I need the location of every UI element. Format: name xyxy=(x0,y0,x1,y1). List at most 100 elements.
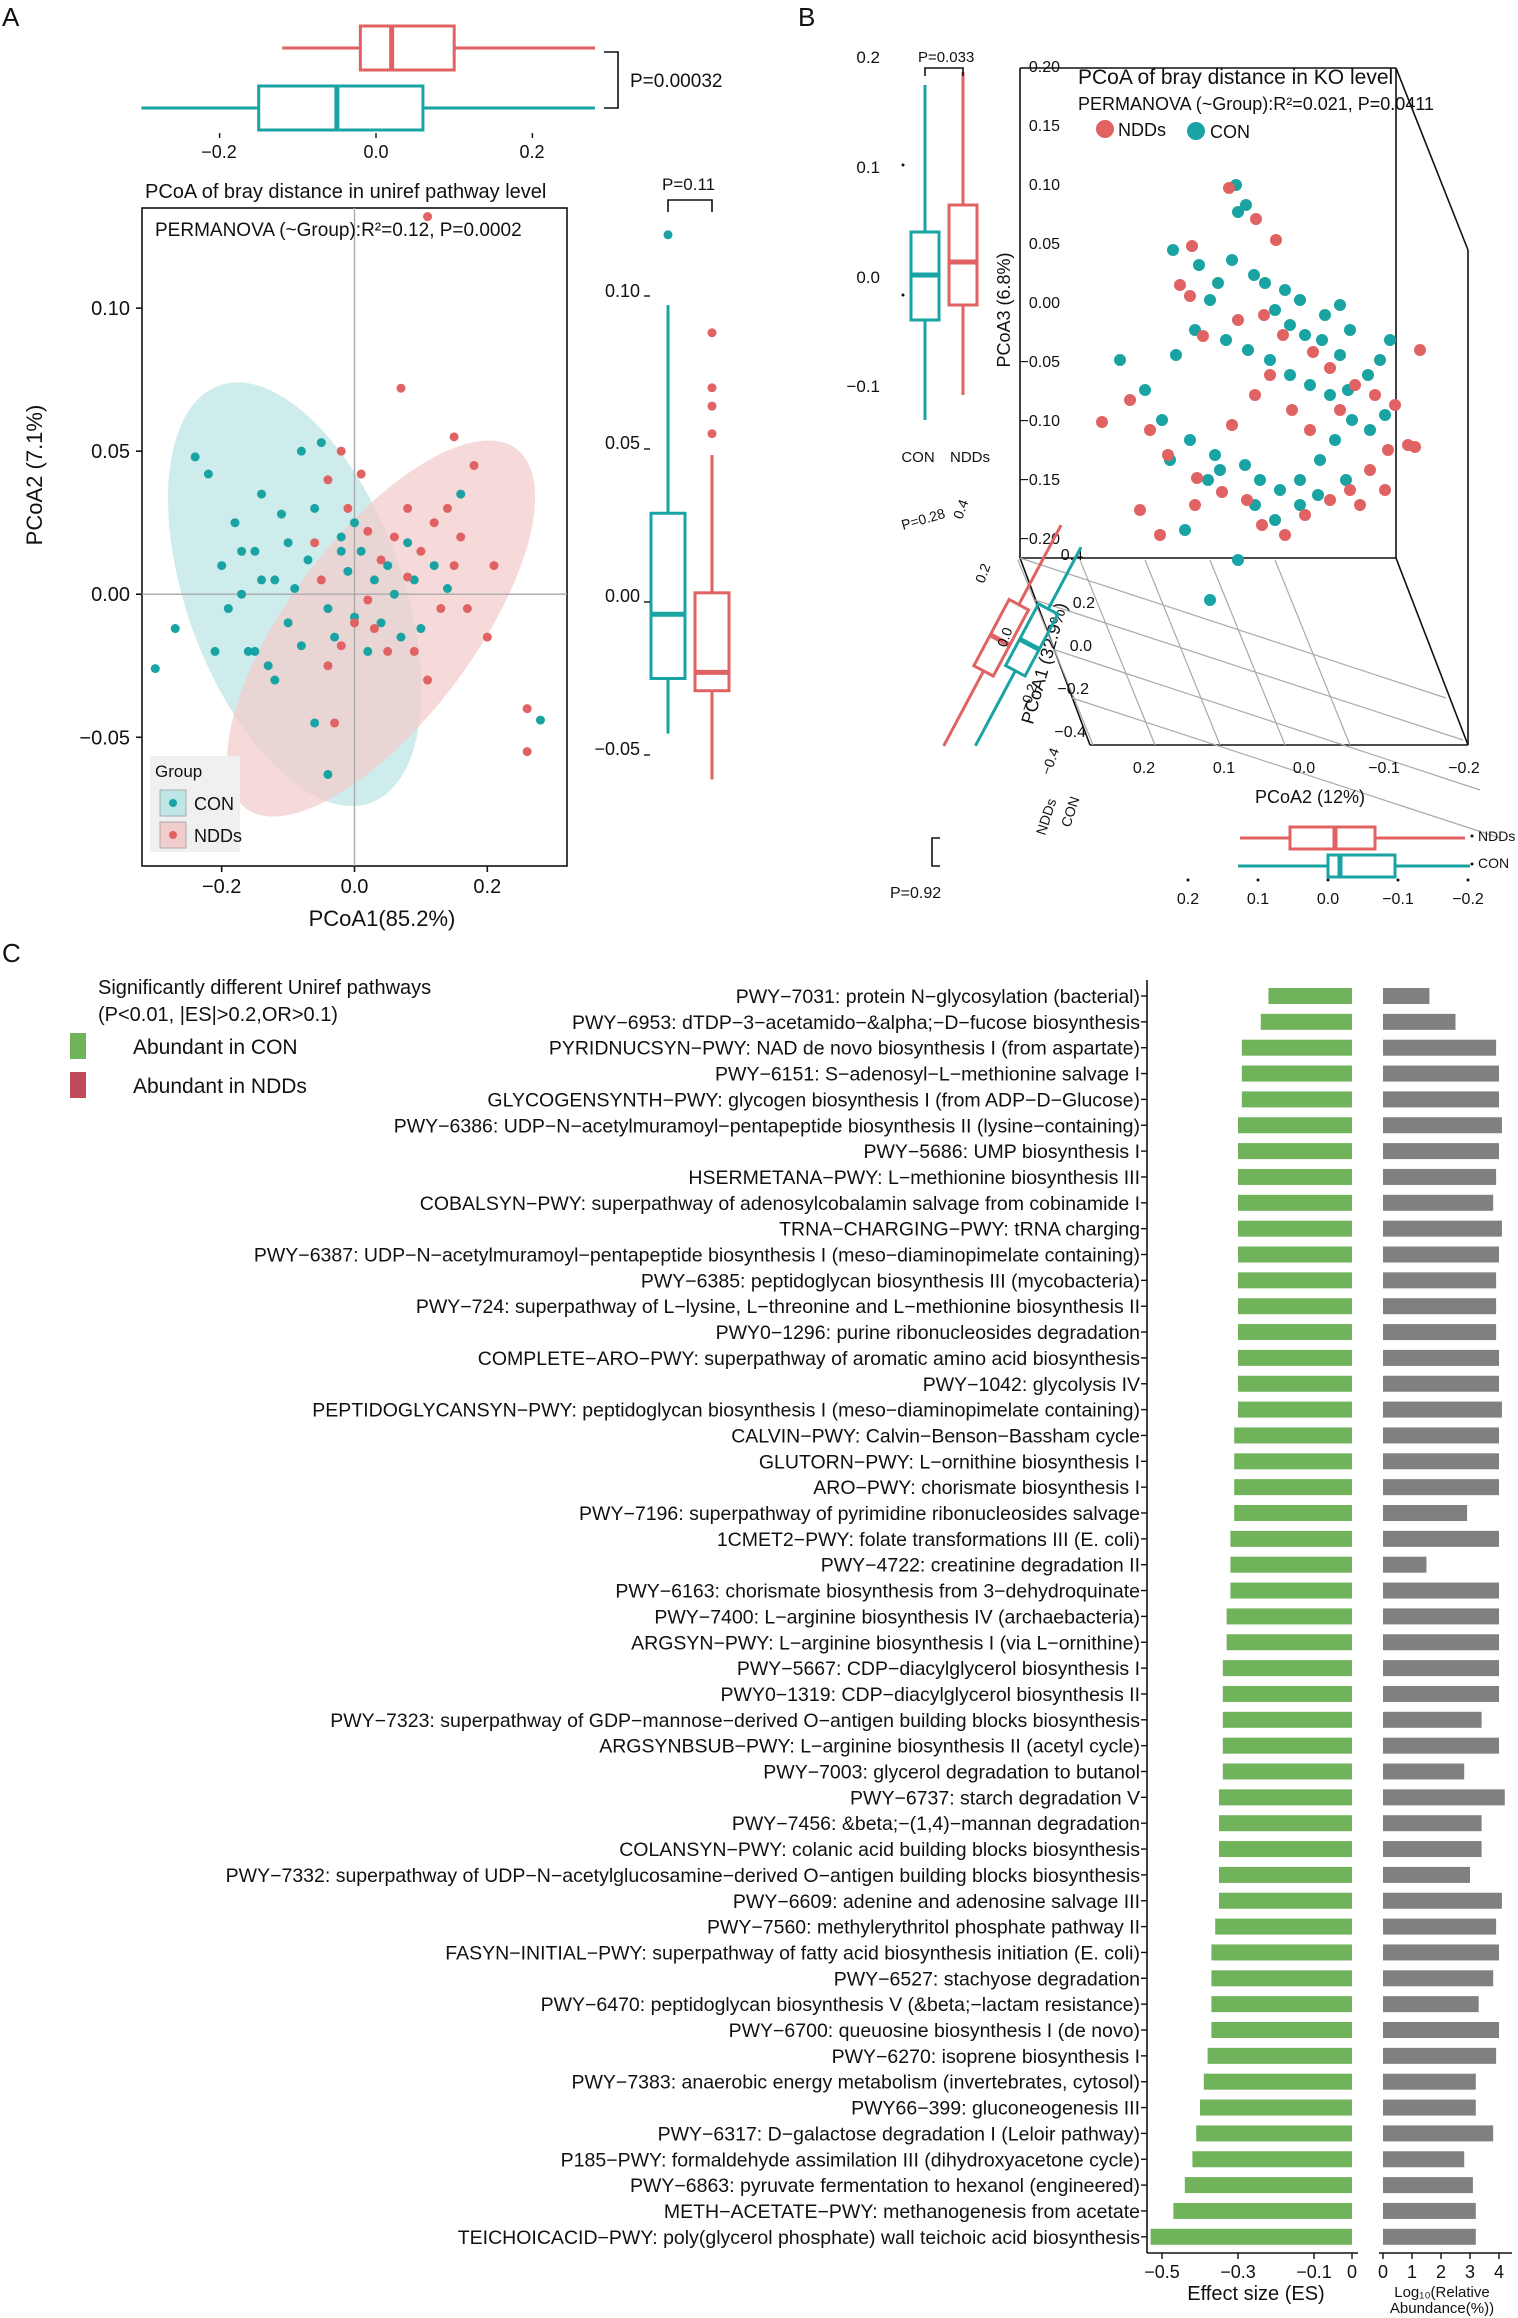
c-abundance-bars xyxy=(1383,988,1505,2245)
panel-a: P=0.00032 −0.2 0.0 0.2 PCoA of bray dist… xyxy=(22,24,731,931)
b-bottom-box xyxy=(1326,853,1397,879)
c-ab-bar xyxy=(1383,1065,1499,1082)
a-point-con xyxy=(250,546,260,556)
a-point-ndd xyxy=(363,526,373,536)
b-bottom-group: CON xyxy=(1478,855,1509,871)
b-bottom-tick-label: −0.2 xyxy=(1452,891,1484,908)
a-point-con xyxy=(376,618,386,628)
b-point-ndd xyxy=(1189,499,1201,511)
a-point-con xyxy=(237,546,247,556)
c-ab-bar xyxy=(1383,1996,1479,2013)
a-point-con xyxy=(296,446,306,456)
b-point-ndd xyxy=(1250,213,1262,225)
b-point-con xyxy=(1304,379,1316,391)
c-es-bar xyxy=(1200,2099,1352,2116)
a-legend-ndd-dot xyxy=(169,831,177,839)
c-ab-bar xyxy=(1383,1324,1497,1341)
b-point-ndd xyxy=(1144,424,1156,436)
c-es-bar xyxy=(1211,2022,1352,2038)
c-ab-bar xyxy=(1383,1013,1456,1030)
c-ab-bar xyxy=(1383,2047,1497,2064)
a-point-ndd xyxy=(330,718,340,728)
c-ab-bar xyxy=(1383,1685,1499,1702)
a-point-ndd xyxy=(323,661,333,671)
a-point-con xyxy=(442,583,452,593)
a-top-box xyxy=(358,24,456,72)
a-point-ndd xyxy=(356,469,366,479)
a-point-con xyxy=(403,538,413,548)
a-point-con xyxy=(270,575,280,585)
a-point-ndd xyxy=(376,555,386,565)
c-es-bar xyxy=(1260,1013,1352,1030)
c-ab-bar xyxy=(1383,1505,1468,1521)
c-ab-tick-label: 2 xyxy=(1436,2262,1446,2282)
b-point-ndd xyxy=(1264,369,1276,381)
c-es-tick-label: −0.3 xyxy=(1220,2262,1256,2282)
b-point-con xyxy=(1364,424,1376,436)
b-z-tick-label: −0.10 xyxy=(1020,413,1061,430)
c-category-label: PWY−6700: queuosine biosynthesis I (de n… xyxy=(729,2020,1140,2042)
b-point-ndd xyxy=(1304,424,1316,436)
a-point-ndd xyxy=(469,460,479,470)
b-x-tick-label: 0.1 xyxy=(1213,760,1235,777)
c-es-bar xyxy=(1238,1246,1352,1263)
c-category-label: PWY−7400: L−arginine biosynthesis IV (ar… xyxy=(654,1606,1140,1628)
a-points xyxy=(150,212,545,779)
b-point-ndd xyxy=(1241,494,1253,506)
b-point-con xyxy=(1374,354,1386,366)
c-es-bar xyxy=(1234,1427,1352,1444)
c-es-bar xyxy=(1238,1349,1352,1366)
c-es-bar xyxy=(1222,1763,1352,1780)
b-point-con xyxy=(1284,319,1296,331)
b-diag-box xyxy=(1003,601,1060,678)
c-es-ticks: −0.5 −0.3 −0.1 0 xyxy=(1144,2253,1357,2282)
a-point-con xyxy=(203,469,213,479)
a-x-ticks: −0.2 0.0 0.2 xyxy=(202,866,501,898)
c-es-bar xyxy=(1234,1479,1352,1496)
b-points xyxy=(1096,179,1426,606)
b-point-con xyxy=(1294,294,1306,306)
b-point-ndd xyxy=(1277,329,1289,341)
c-ab-bar xyxy=(1383,1220,1502,1237)
b-left-box-ticks: 0.2 0.1 0.0 −0.1 xyxy=(846,48,880,396)
b-floor-line xyxy=(1144,559,1221,746)
a-point-ndd xyxy=(409,646,419,656)
b-point-ndd xyxy=(1286,404,1298,416)
c-category-label: PWY0−1296: purine ribonucleosides degrad… xyxy=(716,1322,1140,1344)
c-es-bar xyxy=(1219,1892,1352,1909)
b-point-ndd xyxy=(1096,416,1108,428)
a-x-tick-label: 0.2 xyxy=(473,876,501,898)
a-point-con xyxy=(243,646,253,656)
c-es-bar xyxy=(1192,2151,1352,2168)
c-es-bar xyxy=(1238,1117,1352,1134)
c-category-label: PWY−6270: isoprene biosynthesis I xyxy=(832,2046,1140,2068)
b-point-con xyxy=(1316,334,1328,346)
b-point-ndd xyxy=(1382,444,1394,456)
b-floor-grid xyxy=(1017,557,1501,839)
c-ab-tick-label: 1 xyxy=(1407,2262,1417,2282)
b-z-tick-label: −0.15 xyxy=(1020,472,1061,489)
c-es-bar xyxy=(1241,1091,1352,1108)
a-point-ndd xyxy=(436,604,446,614)
c-es-bar xyxy=(1219,1789,1352,1806)
b-point-con xyxy=(1254,474,1266,486)
c-es-bar xyxy=(1211,1996,1352,2013)
c-ab-bar xyxy=(1383,2151,1465,2168)
b-point-ndd xyxy=(1154,529,1166,541)
a-point-ndd xyxy=(462,604,472,614)
b-bottom-tick-dot xyxy=(1466,878,1470,882)
b-diag-pvalue: P=0.28 xyxy=(899,505,947,533)
b-point-ndd xyxy=(1197,330,1209,342)
b-point-con xyxy=(1170,349,1182,361)
c-ab-bar xyxy=(1383,2228,1476,2245)
b-z-ticks: 0.200.150.100.050.00−0.05−0.10−0.15−0.20 xyxy=(1020,59,1061,548)
a-right-tick: 0.05 xyxy=(605,433,640,453)
a-point-con xyxy=(310,503,320,513)
b-point-con xyxy=(1362,369,1374,381)
panel-label-c: C xyxy=(2,938,21,968)
c-ab-bar xyxy=(1383,1375,1499,1392)
c-es-bar xyxy=(1238,1194,1352,1211)
b-point-ndd xyxy=(1258,309,1270,321)
c-ab-bar xyxy=(1383,1427,1499,1444)
